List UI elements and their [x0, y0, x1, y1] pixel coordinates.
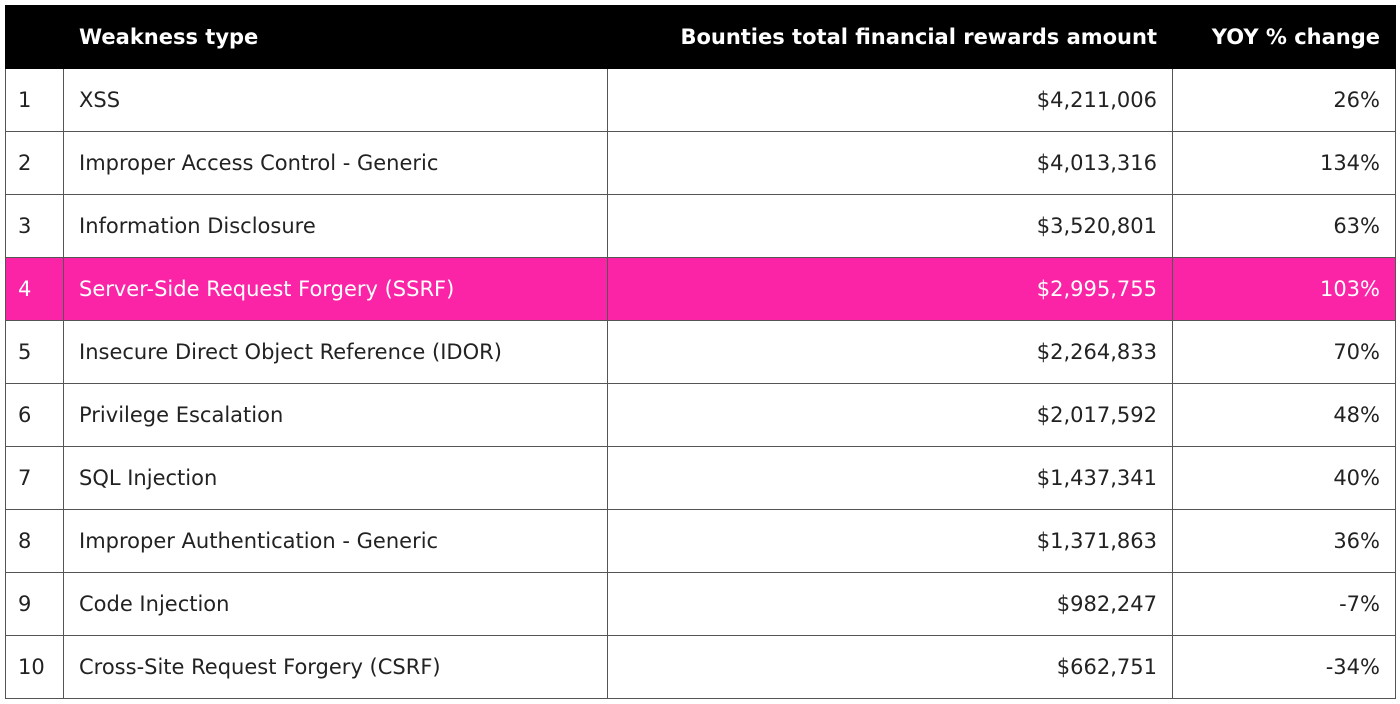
- rank-cell: 5: [5, 320, 64, 384]
- table-row: 5 Insecure Direct Object Reference (IDOR)…: [5, 320, 1396, 384]
- amount-cell: $3,520,801: [607, 194, 1173, 258]
- change-cell: 103%: [1172, 257, 1396, 321]
- table-row: 8 Improper Authentication - Generic $1,371…: [5, 509, 1396, 573]
- header-cell: Bounties total financial rewards amount: [607, 5, 1173, 69]
- header-cell: Weakness type: [63, 5, 608, 69]
- weakness-cell: Code Injection: [63, 572, 608, 636]
- change-cell: 48%: [1172, 383, 1396, 447]
- change-cell: -7%: [1172, 572, 1396, 636]
- rank-cell: 6: [5, 383, 64, 447]
- table-body: 1 XSS $4,211,006 26% 2 Improper Access Contro…: [5, 68, 1396, 699]
- header-cell: YOY % change: [1172, 5, 1396, 69]
- rank-cell: 4: [5, 257, 64, 321]
- change-cell: -34%: [1172, 635, 1396, 699]
- weakness-cell: Information Disclosure: [63, 194, 608, 258]
- weakness-cell: Privilege Escalation: [63, 383, 608, 447]
- amount-cell: $2,995,755: [607, 257, 1173, 321]
- weakness-cell: Improper Access Control - Generic: [63, 131, 608, 195]
- change-cell: 40%: [1172, 446, 1396, 510]
- rank-cell: 3: [5, 194, 64, 258]
- table-row: 3 Information Disclosure $3,520,801 63%: [5, 194, 1396, 258]
- weakness-cell: SQL Injection: [63, 446, 608, 510]
- weakness-cell: Cross-Site Request Forgery (CSRF): [63, 635, 608, 699]
- table-row: 2 Improper Access Control - Generic $4,013…: [5, 131, 1396, 195]
- rank-cell: 8: [5, 509, 64, 573]
- header-rank: [5, 5, 64, 69]
- amount-cell: $982,247: [607, 572, 1173, 636]
- change-cell: 70%: [1172, 320, 1396, 384]
- change-cell: 63%: [1172, 194, 1396, 258]
- amount-cell: $4,013,316: [607, 131, 1173, 195]
- rank-cell: 10: [5, 635, 64, 699]
- table-row: 1 XSS $4,211,006 26%: [5, 68, 1396, 132]
- amount-cell: $1,371,863: [607, 509, 1173, 573]
- amount-cell: $662,751: [607, 635, 1173, 699]
- weakness-cell: Improper Authentication - Generic: [63, 509, 608, 573]
- weakness-cell: Insecure Direct Object Reference (IDOR): [63, 320, 608, 384]
- weakness-cell: Server-Side Request Forgery (SSRF): [63, 257, 608, 321]
- rank-cell: 7: [5, 446, 64, 510]
- table-row: 9 Code Injection $982,247 -7%: [5, 572, 1396, 636]
- rank-cell: 1: [5, 68, 64, 132]
- amount-cell: $1,437,341: [607, 446, 1173, 510]
- header-row: Weakness type Bounties total financial r…: [5, 5, 1396, 69]
- change-cell: 36%: [1172, 509, 1396, 573]
- weakness-table: Weakness type Bounties total financial r…: [5, 5, 1396, 699]
- amount-cell: $2,264,833: [607, 320, 1173, 384]
- rank-cell: 9: [5, 572, 64, 636]
- amount-cell: $2,017,592: [607, 383, 1173, 447]
- table-header: Weakness type Bounties total financial r…: [5, 5, 1396, 69]
- table-row: 6 Privilege Escalation $2,017,592 48%: [5, 383, 1396, 447]
- table-row: 7 SQL Injection $1,437,341 40%: [5, 446, 1396, 510]
- amount-cell: $4,211,006: [607, 68, 1173, 132]
- weakness-cell: XSS: [63, 68, 608, 132]
- table-row: 4 Server-Side Request Forgery (SSRF) $2,99…: [5, 257, 1396, 321]
- change-cell: 134%: [1172, 131, 1396, 195]
- table-row: 10 Cross-Site Request Forgery (CSRF) $662,…: [5, 635, 1396, 699]
- change-cell: 26%: [1172, 68, 1396, 132]
- rank-cell: 2: [5, 131, 64, 195]
